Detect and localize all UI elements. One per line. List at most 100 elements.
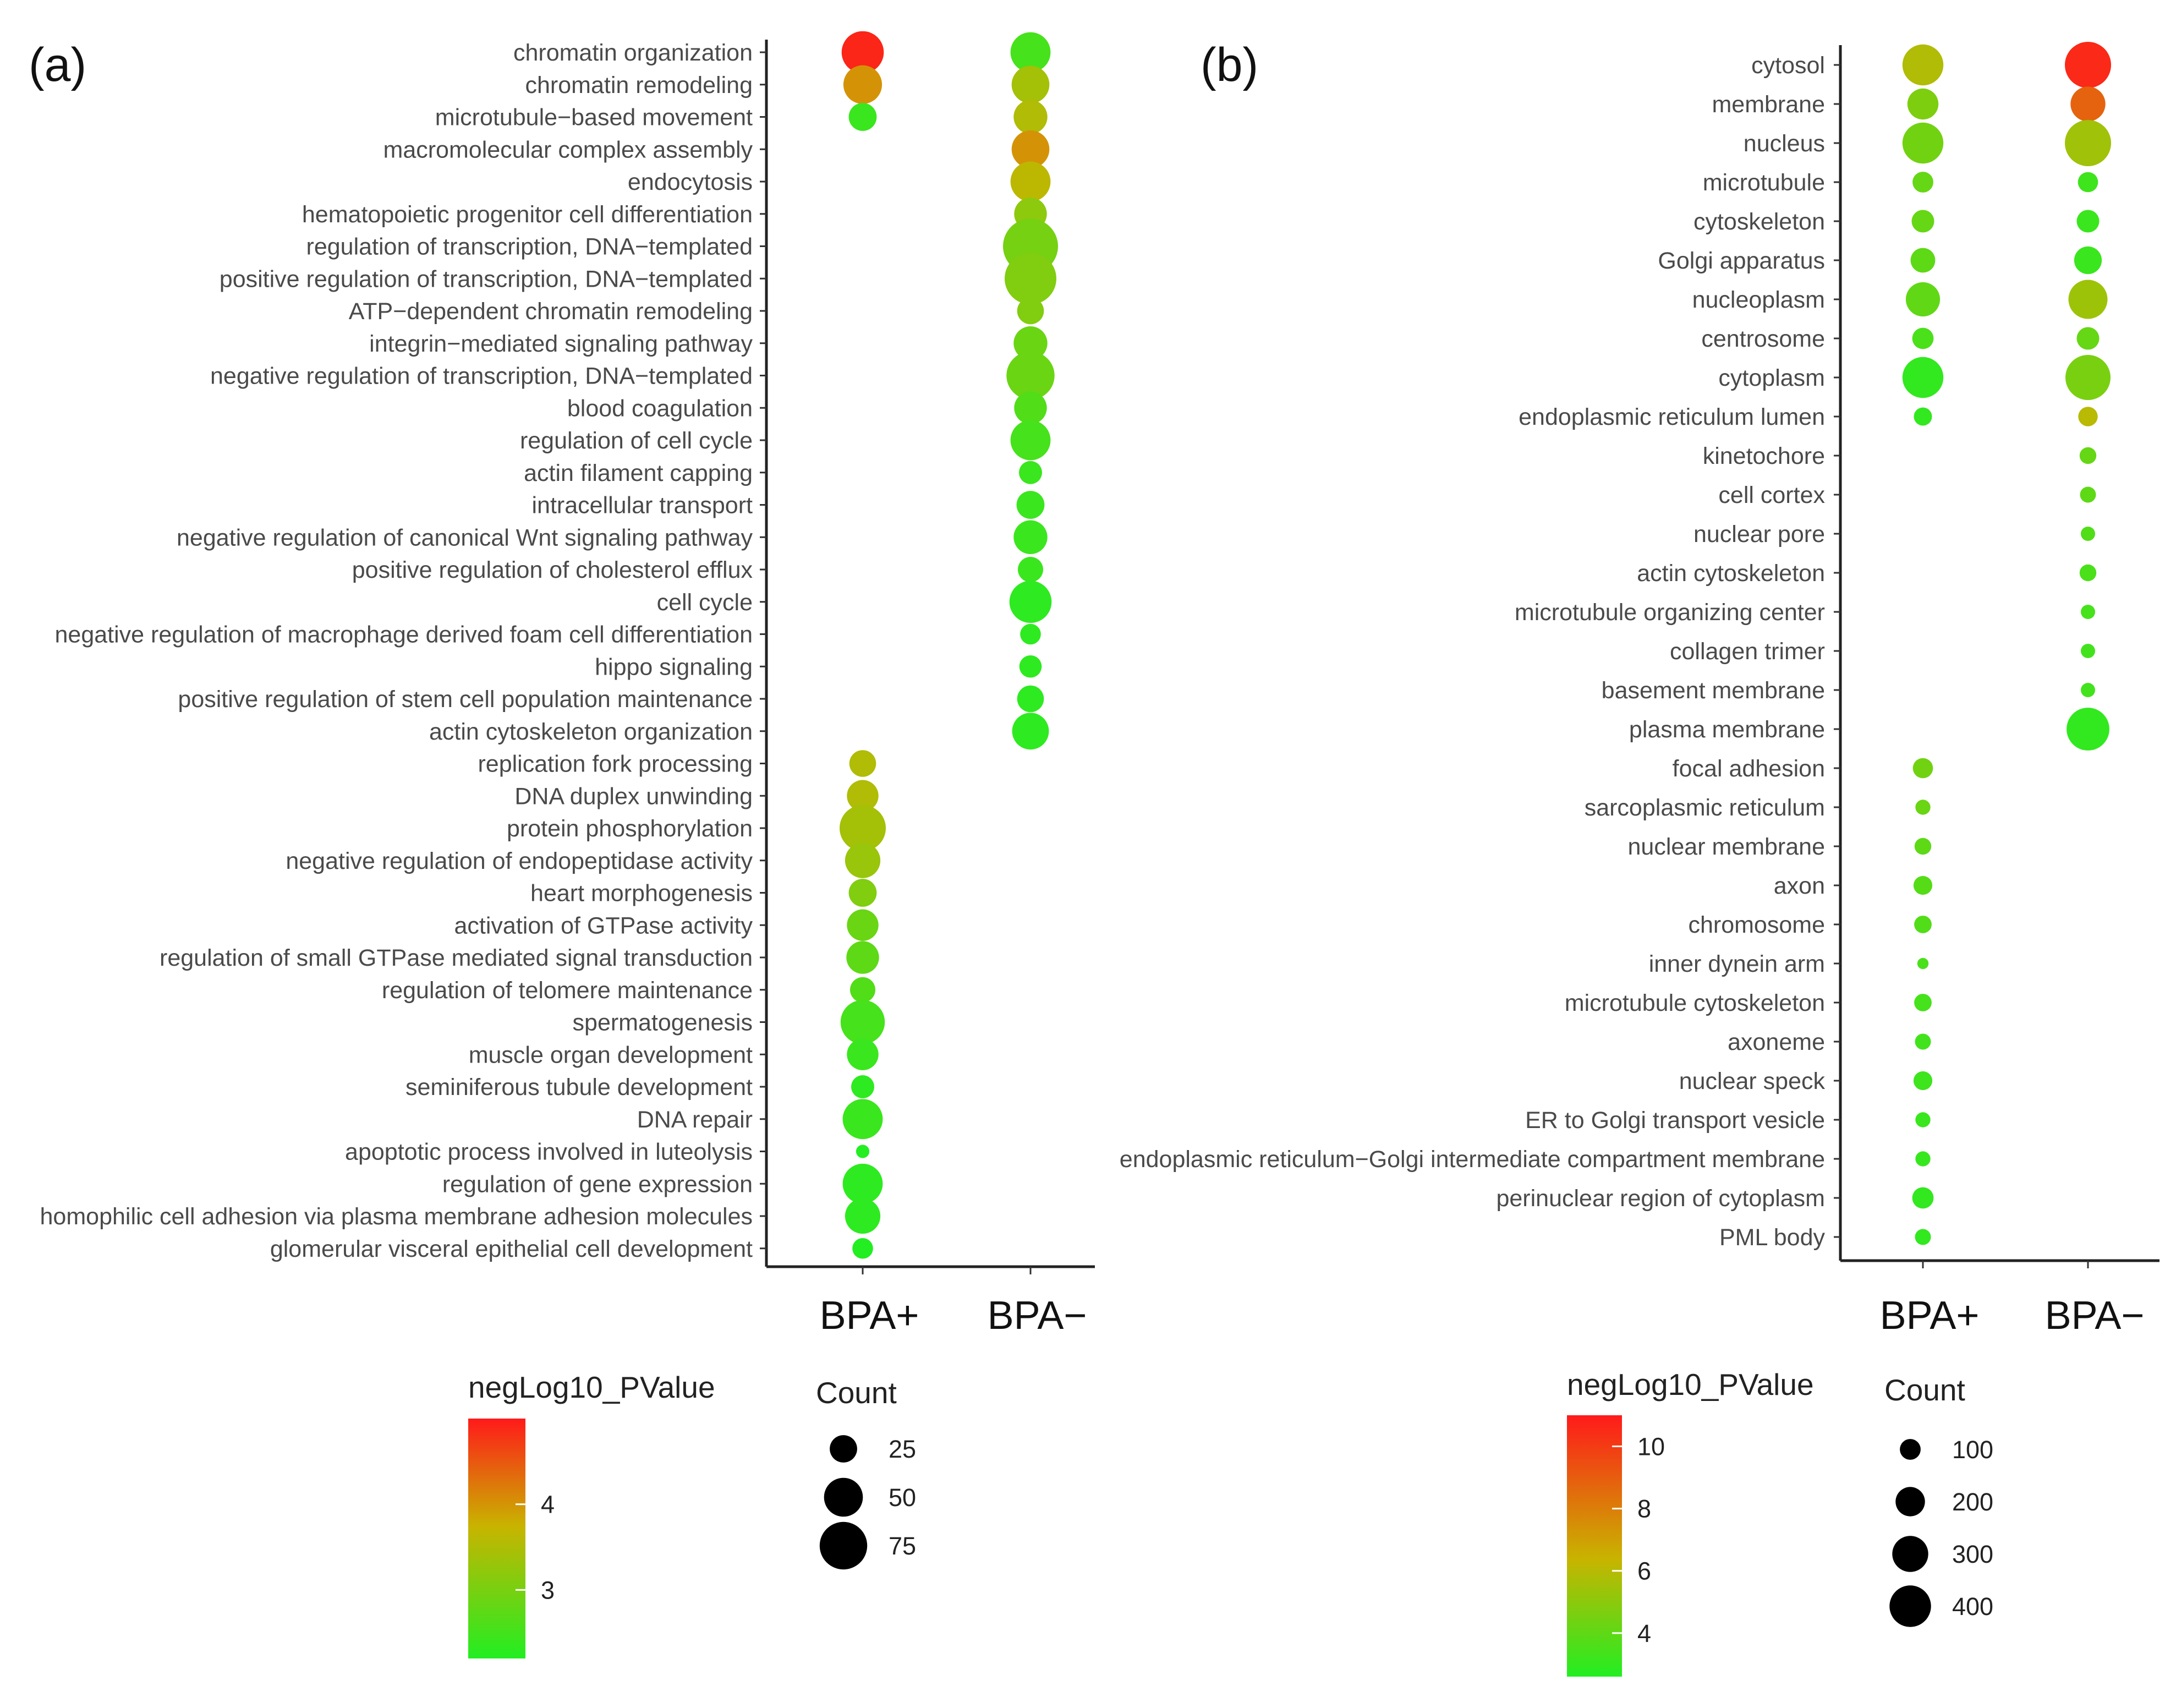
panel-a-term-label-hematopoietic-progenitor-cell-differentiation: hematopoietic progenitor cell differenti… — [302, 201, 753, 228]
panel-a-point-chromatin-organization-bpa-plus — [841, 31, 884, 74]
panel-a-point-protein-phosphorylation-bpa-plus — [840, 805, 886, 851]
panel-a-point-actin-filament-capping-bpa-minus — [1019, 461, 1042, 484]
panel-a-size-legend-label: 50 — [889, 1483, 916, 1512]
panel-a-point-muscle-organ-development-bpa-plus — [847, 1038, 879, 1070]
panel-a-point-negative-regulation-of-transcription-dna-templated-bpa-minus — [1006, 351, 1055, 400]
panel-a-point-regulation-of-small-gtpase-mediated-signal-transduction-bpa-plus — [846, 941, 879, 974]
panel-b-point-golgi-apparatus-bpa-plus — [1910, 248, 1936, 273]
panel-b-term-label-er-to-golgi-transport-vesicle: ER to Golgi transport vesicle — [1525, 1107, 1825, 1134]
panel-a-term-label-activation-of-gtpase-activity: activation of GTPase activity — [454, 912, 753, 939]
panel-a-point-chromatin-remodeling-bpa-plus — [843, 65, 883, 104]
panel-b-point-nucleoplasm-bpa-minus — [2068, 280, 2108, 319]
panel-b-size-legend-dot — [1900, 1439, 1921, 1460]
panel-a-point-chromatin-remodeling-bpa-minus — [1011, 65, 1050, 104]
panel-b-point-microtubule-bpa-plus — [1912, 172, 1933, 193]
panel-b-point-axon-bpa-plus — [1913, 875, 1933, 895]
panel-b-term-label-plasma-membrane: plasma membrane — [1629, 716, 1825, 743]
panel-b-point-cytoplasm-bpa-minus — [2065, 355, 2111, 400]
panel-a-term-label-regulation-of-gene-expression: regulation of gene expression — [442, 1171, 753, 1197]
panel-a-point-actin-cytoskeleton-organization-bpa-minus — [1012, 713, 1049, 750]
panel-a-term-label-replication-fork-processing: replication fork processing — [478, 751, 753, 778]
panel-b-size-legend-label: 300 — [1952, 1540, 1993, 1568]
panel-b-term-label-nuclear-membrane: nuclear membrane — [1627, 834, 1825, 860]
panel-a-term-label-blood-coagulation: blood coagulation — [567, 395, 753, 421]
panel-b-term-label-chromosome: chromosome — [1688, 912, 1825, 938]
panel-a-term-label-heart-morphogenesis: heart morphogenesis — [530, 880, 753, 907]
panel-a-term-label-regulation-of-transcription-dna-templated: regulation of transcription, DNA−templat… — [306, 234, 753, 260]
panel-a-term-label-cell-cycle: cell cycle — [657, 589, 753, 616]
panel-a-point-negative-regulation-of-canonical-wnt-signaling-pathway-bpa-minus — [1013, 520, 1048, 554]
panel-b-point-perinuclear-region-of-cytoplasm-bpa-plus — [1912, 1187, 1934, 1209]
panel-a-term-label-chromatin-remodeling: chromatin remodeling — [525, 72, 753, 98]
panel-b-size-legend-dot — [1895, 1487, 1925, 1517]
panel-b-point-centrosome-bpa-plus — [1912, 327, 1934, 349]
panel-b-term-label-cytosol: cytosol — [1751, 52, 1825, 79]
panel-b-point-sarcoplasmic-reticulum-bpa-plus — [1915, 800, 1931, 815]
panel-b-term-label-endoplasmic-reticulum-lumen: endoplasmic reticulum lumen — [1519, 404, 1825, 430]
panel-a-term-label-chromatin-organization: chromatin organization — [513, 40, 753, 66]
panel-b-point-membrane-bpa-minus — [2070, 86, 2106, 122]
panel-a-point-integrin-mediated-signaling-pathway-bpa-minus — [1013, 326, 1048, 360]
panel-a-point-chromatin-organization-bpa-minus — [1010, 32, 1051, 73]
panel-b-label: (b) — [1201, 39, 1258, 91]
panel-a-size-legend-dot — [830, 1435, 857, 1463]
panel-a-point-positive-regulation-of-transcription-dna-templated-bpa-minus — [1005, 253, 1056, 305]
panel-b-term-label-nuclear-speck: nuclear speck — [1679, 1068, 1826, 1094]
panel-a-point-regulation-of-gene-expression-bpa-plus — [842, 1163, 883, 1204]
panel-a-point-negative-regulation-of-macrophage-derived-foam-cell-differentiation-bpa-minus — [1020, 623, 1041, 645]
panel-a-point-hippo-signaling-bpa-minus — [1019, 655, 1042, 678]
panel-a-term-label-dna-repair: DNA repair — [637, 1107, 753, 1133]
panel-b-point-chromosome-bpa-plus — [1914, 916, 1932, 933]
panel-b-point-endoplasmic-reticulum-lumen-bpa-plus — [1914, 407, 1932, 426]
panel-a-term-label-glomerular-visceral-epithelial-cell-development: glomerular visceral epithelial cell deve… — [270, 1236, 753, 1262]
panel-a-color-legend-title: negLog10_PValue — [468, 1370, 715, 1404]
panel-a-point-apoptotic-process-involved-in-luteolysis-bpa-plus — [856, 1145, 870, 1158]
dotplot-panel-a: chromatin organization chromatin remodeli… — [40, 31, 1095, 1658]
panel-a-size-legend-label: 75 — [889, 1532, 916, 1560]
panel-b-point-endoplasmic-reticulum-lumen-bpa-minus — [2078, 407, 2098, 426]
panel-a-color-legend-tick-label: 4 — [541, 1491, 555, 1519]
panel-a-point-regulation-of-cell-cycle-bpa-minus — [1010, 420, 1051, 461]
panel-a-x-label-bpa: BPA− — [988, 1294, 1087, 1338]
panel-a-point-replication-fork-processing-bpa-plus — [849, 750, 876, 777]
panel-a-term-label-microtubule-based-movement: microtubule−based movement — [435, 105, 753, 131]
panel-b-term-label-microtubule-cytoskeleton: microtubule cytoskeleton — [1565, 990, 1825, 1016]
panel-a-term-label-regulation-of-cell-cycle: regulation of cell cycle — [520, 428, 753, 454]
panel-b-term-label-pml-body: PML body — [1719, 1224, 1826, 1251]
panel-b-point-endoplasmic-reticulum-golgi-intermediate-compartment-membrane-bpa-plus — [1915, 1151, 1931, 1167]
panel-b-color-legend-tick-label: 8 — [1637, 1495, 1651, 1523]
panel-a-term-label-regulation-of-telomere-maintenance: regulation of telomere maintenance — [382, 977, 753, 1004]
panel-b-point-membrane-bpa-plus — [1907, 88, 1939, 120]
panel-b-point-cytoplasm-bpa-plus — [1902, 357, 1944, 398]
panel-b-point-cytoskeleton-bpa-minus — [2076, 210, 2100, 233]
panel-a-term-label-negative-regulation-of-transcription-dna-templated: negative regulation of transcription, DN… — [210, 363, 753, 390]
panel-a-point-negative-regulation-of-endopeptidase-activity-bpa-plus — [845, 842, 881, 878]
panel-b-point-pml-body-bpa-plus — [1915, 1229, 1931, 1245]
panel-b-point-plasma-membrane-bpa-minus — [2067, 708, 2109, 751]
panel-a-point-positive-regulation-of-cholesterol-efflux-bpa-minus — [1018, 557, 1043, 582]
panel-a-point-homophilic-cell-adhesion-via-plasma-membrane-adhesion-molecules-bpa-plus — [845, 1198, 881, 1234]
panel-a-size-legend-label: 25 — [889, 1435, 916, 1463]
panel-b-term-label-endoplasmic-reticulum-golgi-intermediate-compartment-membrane: endoplasmic reticulum−Golgi intermediate… — [1120, 1146, 1825, 1173]
panel-a-term-label-atp-dependent-chromatin-remodeling: ATP−dependent chromatin remodeling — [349, 298, 753, 325]
panel-b-term-label-microtubule: microtubule — [1703, 169, 1825, 196]
panel-a-point-positive-regulation-of-stem-cell-population-maintenance-bpa-minus — [1017, 685, 1044, 713]
panel-b-size-legend-dot — [1889, 1585, 1931, 1627]
panel-a-point-macromolecular-complex-assembly-bpa-minus — [1011, 130, 1050, 168]
panel-a-label: (a) — [29, 39, 86, 91]
panel-a-color-bar — [468, 1419, 525, 1658]
panel-a-point-microtubule-based-movement-bpa-plus — [848, 103, 877, 131]
panel-a-term-label-homophilic-cell-adhesion-via-plasma-membrane-adhesion-molecules: homophilic cell adhesion via plasma memb… — [40, 1203, 753, 1230]
panel-b-term-label-cell-cortex: cell cortex — [1718, 482, 1825, 508]
panel-b-term-label-cytoskeleton: cytoskeleton — [1693, 209, 1825, 235]
panel-b-term-label-golgi-apparatus: Golgi apparatus — [1658, 248, 1825, 274]
panel-b-term-label-actin-cytoskeleton: actin cytoskeleton — [1637, 560, 1825, 587]
panel-a-size-legend-dot — [824, 1477, 863, 1517]
panel-b-point-centrosome-bpa-minus — [2076, 327, 2100, 350]
panel-a-term-label-muscle-organ-development: muscle organ development — [469, 1042, 753, 1068]
panel-a-term-label-apoptotic-process-involved-in-luteolysis: apoptotic process involved in luteolysis — [345, 1139, 753, 1165]
panel-a-term-label-intracellular-transport: intracellular transport — [531, 492, 753, 519]
panel-b-term-label-perinuclear-region-of-cytoplasm: perinuclear region of cytoplasm — [1496, 1185, 1825, 1212]
panel-a-point-cell-cycle-bpa-minus — [1009, 581, 1052, 623]
